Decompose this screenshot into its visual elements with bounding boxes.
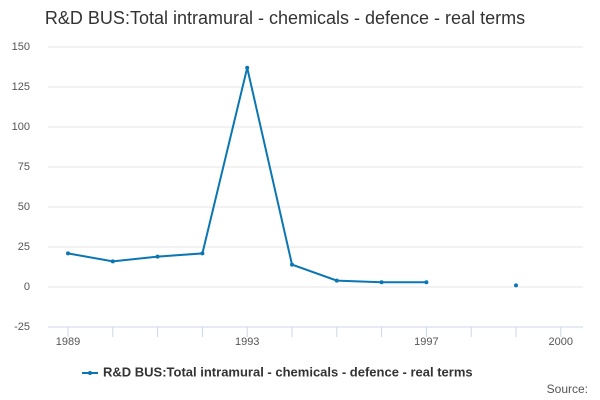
chart-title: R&D BUS:Total intramural - chemicals - d…: [45, 8, 525, 28]
x-tick-label: 1989: [56, 336, 80, 348]
y-tick-label: -25: [14, 321, 30, 333]
y-tick-label: 25: [18, 241, 30, 253]
y-tick-label: 100: [12, 121, 30, 133]
y-tick-label: 150: [12, 41, 30, 53]
data-point: [424, 280, 429, 285]
x-tick-label: 1993: [235, 336, 259, 348]
data-point: [155, 254, 160, 259]
data-point: [514, 283, 518, 288]
x-tick-label: 2000: [549, 336, 573, 348]
source-label: Source:: [547, 382, 588, 396]
y-tick-label: 0: [24, 281, 30, 293]
data-point: [66, 251, 70, 256]
data-point: [379, 280, 384, 285]
y-tick-label: 50: [18, 201, 30, 213]
y-tick-label: 125: [12, 81, 30, 93]
data-point: [245, 65, 250, 70]
data-line: [68, 68, 516, 286]
data-point: [110, 259, 115, 264]
y-tick-label: 75: [18, 161, 30, 173]
data-point: [334, 278, 339, 283]
x-tick-label: 1997: [414, 336, 438, 348]
data-point: [200, 251, 205, 256]
legend-label: R&D BUS:Total intramural - chemicals - d…: [103, 364, 473, 379]
data-point: [290, 262, 294, 267]
legend-symbol-dot: [88, 371, 92, 375]
